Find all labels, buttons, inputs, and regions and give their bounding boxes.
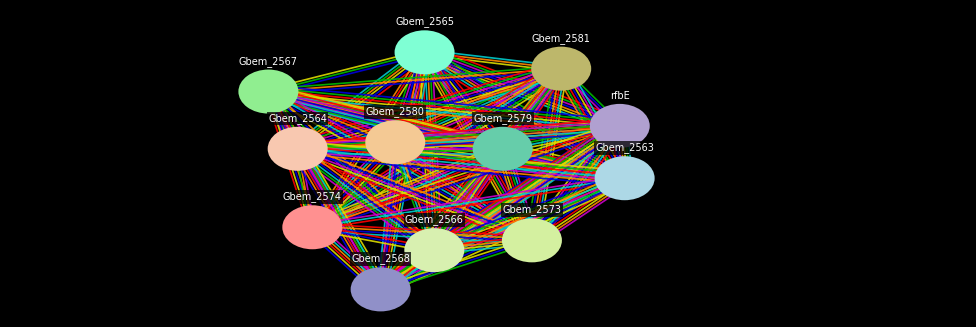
Ellipse shape: [350, 267, 411, 311]
Ellipse shape: [267, 127, 328, 171]
Ellipse shape: [531, 47, 591, 91]
Text: Gbem_2564: Gbem_2564: [268, 113, 327, 124]
Ellipse shape: [394, 30, 455, 74]
Text: Gbem_2568: Gbem_2568: [351, 253, 410, 265]
Text: Gbem_2580: Gbem_2580: [366, 106, 425, 117]
Text: Gbem_2563: Gbem_2563: [595, 142, 654, 153]
Text: Gbem_2565: Gbem_2565: [395, 16, 454, 27]
Ellipse shape: [502, 218, 562, 262]
Text: Gbem_2567: Gbem_2567: [239, 56, 298, 67]
Text: Gbem_2581: Gbem_2581: [532, 33, 590, 44]
Ellipse shape: [282, 205, 343, 249]
Text: Gbem_2574: Gbem_2574: [283, 191, 342, 202]
Text: Gbem_2573: Gbem_2573: [503, 204, 561, 215]
Text: rfbE: rfbE: [610, 91, 630, 101]
Ellipse shape: [594, 156, 655, 200]
Ellipse shape: [238, 70, 299, 113]
Ellipse shape: [472, 127, 533, 171]
Ellipse shape: [365, 120, 426, 164]
Text: Gbem_2579: Gbem_2579: [473, 113, 532, 124]
Text: Gbem_2566: Gbem_2566: [405, 214, 464, 225]
Ellipse shape: [404, 228, 465, 272]
Ellipse shape: [590, 104, 650, 148]
